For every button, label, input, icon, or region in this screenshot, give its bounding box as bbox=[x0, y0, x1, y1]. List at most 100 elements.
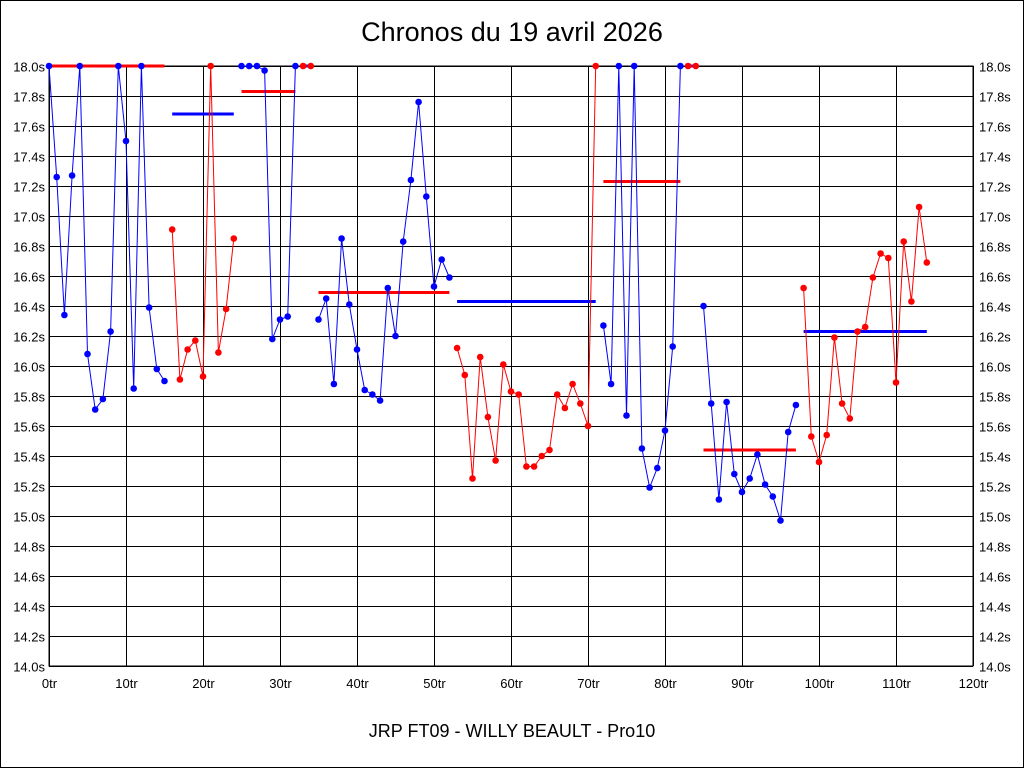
segment-5-point bbox=[415, 98, 422, 106]
segment-1-point bbox=[68, 172, 76, 179]
segment-5-point bbox=[423, 193, 430, 200]
segment-2-point bbox=[184, 346, 191, 353]
segment-1-point bbox=[161, 377, 168, 385]
segment-9-point bbox=[761, 481, 769, 488]
segment-7-point bbox=[630, 62, 638, 70]
segment-9-point bbox=[738, 488, 746, 496]
y-tick-label-left: 17.0s bbox=[13, 210, 45, 225]
y-tick-label-left: 14.2s bbox=[13, 630, 45, 645]
segment-6-point bbox=[453, 344, 461, 352]
x-tick-label: 110tr bbox=[882, 676, 911, 691]
segment-7-point bbox=[646, 484, 653, 491]
segment-6-point bbox=[577, 400, 584, 407]
y-tick-label-right: 17.8s bbox=[979, 90, 1011, 105]
segment-5-point bbox=[399, 238, 407, 245]
segment-10-point bbox=[900, 238, 907, 245]
segment-10-point bbox=[854, 328, 861, 335]
x-tick-label: 100tr bbox=[805, 676, 835, 691]
segment-7-point bbox=[615, 62, 623, 70]
y-tick-label-left: 14.4s bbox=[13, 600, 45, 615]
segment-7-point bbox=[607, 380, 615, 388]
segment-5-line bbox=[318, 101, 450, 402]
segment-6-point bbox=[530, 463, 538, 470]
segment-9-point bbox=[746, 475, 753, 482]
segment-7-point bbox=[661, 427, 669, 434]
y-tick-label-right: 15.8s bbox=[979, 390, 1011, 405]
segment-6-point bbox=[592, 62, 599, 70]
segment-1-point bbox=[122, 137, 130, 145]
segment-1-point bbox=[61, 311, 68, 319]
segment-6-point bbox=[507, 388, 515, 395]
y-tick-label-right: 16.8s bbox=[979, 240, 1011, 255]
segment-5-point bbox=[446, 274, 453, 281]
segment-2-point bbox=[215, 349, 222, 356]
segment-2-point bbox=[199, 373, 207, 380]
segment-7-point bbox=[654, 464, 661, 472]
y-tick-label-right: 15.2s bbox=[979, 480, 1011, 495]
segment-10-point bbox=[808, 433, 815, 440]
y-tick-label-right: 16.4s bbox=[979, 300, 1011, 315]
y-tick-label-right: 16.0s bbox=[979, 360, 1011, 375]
y-tick-label-right: 14.4s bbox=[979, 600, 1011, 615]
segment-3-point bbox=[238, 62, 245, 70]
segment-2-point bbox=[168, 226, 176, 233]
segment-3-point bbox=[292, 62, 299, 70]
segment-6-point bbox=[469, 475, 476, 482]
segment-9-point bbox=[707, 400, 715, 407]
chart-subtitle: JRP FT09 - WILLY BEAULT - Pro10 bbox=[368, 721, 656, 741]
x-tick-label: 0tr bbox=[42, 676, 58, 691]
segment-1-point bbox=[115, 62, 122, 70]
segment-6-point bbox=[476, 353, 484, 361]
x-tick-label: 80tr bbox=[654, 676, 677, 691]
segment-7-point bbox=[669, 343, 676, 350]
segment-9-point bbox=[784, 428, 792, 436]
y-tick-label-left: 15.2s bbox=[13, 480, 45, 495]
segment-6-point bbox=[561, 404, 569, 412]
segment-5-point bbox=[322, 295, 330, 302]
segment-6-point bbox=[523, 463, 530, 470]
y-tick-label-left: 16.2s bbox=[13, 330, 45, 345]
segment-1-point bbox=[130, 385, 137, 392]
segment-9-point bbox=[700, 302, 707, 310]
segment-6-point bbox=[515, 391, 522, 398]
segment-1-point bbox=[91, 406, 99, 413]
segment-7-point bbox=[623, 412, 630, 419]
y-tick-label-left: 15.8s bbox=[13, 390, 45, 405]
segment-5-point bbox=[369, 391, 376, 398]
segment-10-point bbox=[823, 431, 830, 439]
segment-3-point bbox=[261, 67, 268, 74]
segment-5-point bbox=[384, 284, 392, 292]
segment-10-point bbox=[800, 284, 807, 292]
y-tick-label-right: 15.6s bbox=[979, 420, 1011, 435]
segment-7-point bbox=[600, 322, 607, 329]
segment-10-point bbox=[885, 254, 892, 262]
segment-9-point bbox=[754, 451, 761, 458]
y-tick-label-left: 17.8s bbox=[13, 90, 45, 105]
x-tick-label: 120tr bbox=[959, 676, 989, 691]
segment-1-point bbox=[107, 328, 114, 335]
segment-6-point bbox=[546, 446, 553, 454]
y-tick-label-left: 18.0s bbox=[13, 60, 45, 75]
segment-10-point bbox=[831, 334, 838, 341]
y-tick-label-left: 17.2s bbox=[13, 180, 45, 195]
segment-1-point bbox=[153, 365, 161, 373]
y-tick-label-left: 15.4s bbox=[13, 450, 45, 465]
segment-10-point bbox=[908, 298, 915, 305]
x-tick-label: 50tr bbox=[423, 676, 446, 691]
segment-1-point bbox=[138, 62, 145, 70]
y-tick-label-left: 15.0s bbox=[13, 510, 45, 525]
segment-7-point bbox=[677, 62, 684, 70]
segment-2-point bbox=[230, 235, 238, 242]
segment-3-point bbox=[253, 62, 261, 70]
y-tick-label-right: 14.6s bbox=[979, 570, 1011, 585]
y-tick-label-right: 17.0s bbox=[979, 210, 1011, 225]
segment-7-point bbox=[638, 445, 646, 452]
segment-3-point bbox=[276, 316, 284, 323]
segment-6-point bbox=[538, 452, 546, 460]
y-tick-label-right: 17.6s bbox=[979, 120, 1011, 135]
segment-2-point bbox=[222, 305, 230, 313]
segment-9-point bbox=[792, 401, 800, 409]
x-tick-label: 60tr bbox=[500, 676, 523, 691]
segment-10-point bbox=[923, 259, 931, 266]
